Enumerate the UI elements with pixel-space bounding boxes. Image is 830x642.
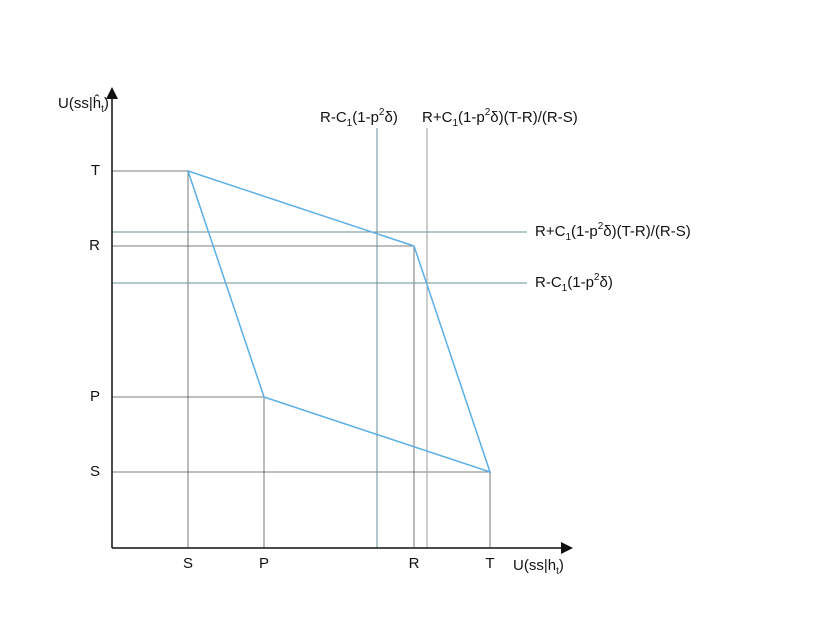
annotation: R-C1(1-p2δ) [535,272,613,294]
y-tick-label: R [89,237,100,254]
label-part: 1 [565,232,571,243]
x-tick-label: S [183,555,193,572]
label-part: 2 [379,107,385,118]
annotation: R+C1(1-p2δ)(T-R)/(R-S) [535,221,691,243]
x-tick-label: T [485,555,494,572]
label-part: R+C [422,109,453,126]
annotation: R+C1(1-p2δ)(T-R)/(R-S) [422,107,578,129]
payoff-region [186,169,492,474]
y-tick-label: P [90,388,100,405]
label-part: (1-p [571,223,598,240]
guide-lines [112,170,491,548]
label-part: 1 [562,283,568,294]
label-part: (1-p [352,109,379,126]
label-part: (1-p [458,109,485,126]
label-part: U(ss|h [513,557,556,574]
label-part: ) [559,557,564,574]
label-part: δ)(T-R)/(R-S) [603,223,691,240]
label-part: R+C [535,223,566,240]
label-part: 2 [485,107,491,118]
label-part: t [556,566,559,577]
label-part: U(ss|ĥ [58,94,101,112]
label-part: δ)(T-R)/(R-S) [490,109,578,126]
x-axis-label: U(ss|ht) [513,557,564,577]
label-part: t [101,104,104,115]
label-part: 2 [598,221,604,232]
threshold-lines [112,128,527,548]
label-part: ) [104,95,109,112]
annotation: R-C1(1-p2δ) [320,107,398,129]
label-part: δ) [384,109,397,126]
label-part: 1 [452,118,458,129]
label-part: R-C [320,109,347,126]
label-part: 1 [347,118,353,129]
x-tick-label: R [409,555,420,572]
y-tick-label: S [90,463,100,480]
label-part: (1-p [567,274,594,291]
label-part: 2 [594,272,600,283]
y-tick-label: T [91,162,100,179]
label-part: δ) [599,274,612,291]
y-axis-label: U(ss|ĥt) [58,94,109,115]
x-tick-label: P [259,555,269,572]
label-part: R-C [535,274,562,291]
